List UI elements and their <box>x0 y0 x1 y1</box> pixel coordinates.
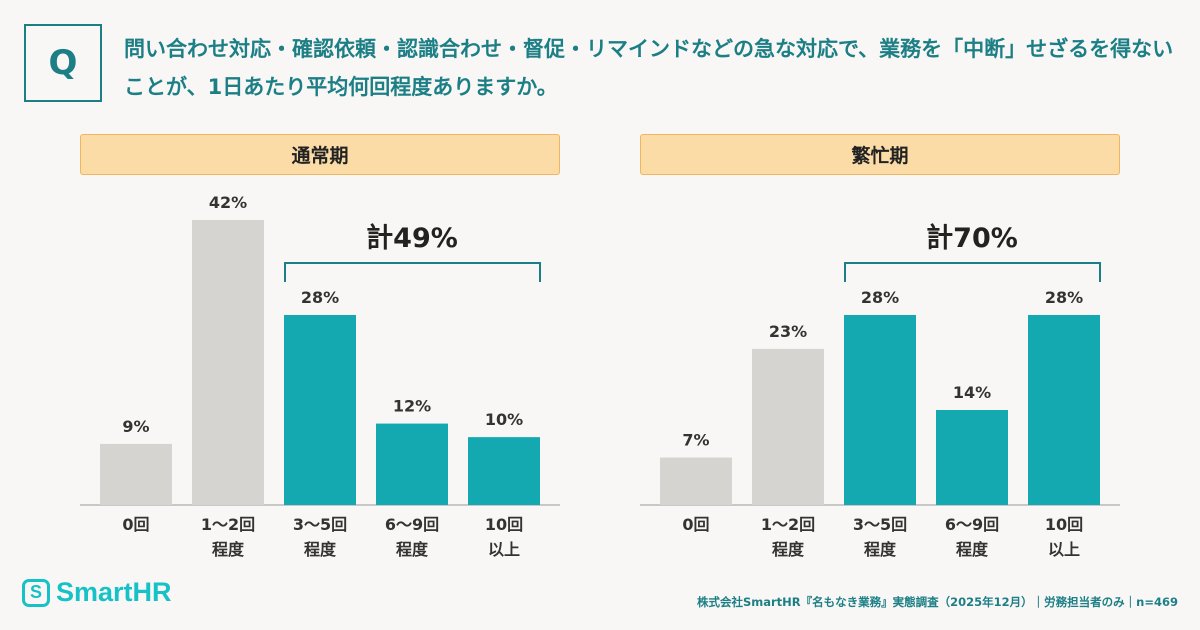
category-label: 程度 <box>304 540 337 559</box>
bar <box>100 443 172 505</box>
total-label-normal: 計49% <box>366 223 458 254</box>
category-label: 3〜5回 <box>853 515 907 534</box>
bar <box>1028 315 1100 505</box>
data-label: 28% <box>861 288 899 307</box>
question-text: 問い合わせ対応・確認依頼・認識合わせ・督促・リマインドなどの急な対応で、業務を「… <box>124 37 1174 99</box>
bar <box>752 348 824 505</box>
bar <box>376 423 448 505</box>
data-label: 7% <box>682 431 709 450</box>
category-label: 程度 <box>772 540 805 559</box>
category-label: 10回 <box>1045 515 1083 534</box>
category-label: 1〜2回 <box>761 515 815 534</box>
data-label: 28% <box>301 288 339 307</box>
total-bracket <box>844 262 1101 282</box>
category-label: 0回 <box>682 515 709 534</box>
category-label: 程度 <box>212 540 245 559</box>
category-label: 6〜9回 <box>385 515 439 534</box>
question-badge: Q <box>24 24 102 102</box>
bar <box>936 410 1008 505</box>
category-label: 程度 <box>396 540 429 559</box>
smarthr-logo: S SmartHR <box>22 577 172 608</box>
logo-s-icon: S <box>22 578 50 607</box>
category-label: 程度 <box>864 540 897 559</box>
category-label: 以上 <box>488 540 520 559</box>
bar <box>468 437 540 505</box>
bar <box>660 457 732 505</box>
data-label: 23% <box>769 322 807 341</box>
bar <box>192 220 264 505</box>
category-label: 3〜5回 <box>293 515 347 534</box>
bar <box>284 315 356 505</box>
panel-title-normal: 通常期 <box>80 134 560 175</box>
total-bracket <box>284 262 541 282</box>
bar <box>844 315 916 505</box>
category-label: 1〜2回 <box>201 515 255 534</box>
total-label-busy: 計70% <box>926 223 1018 254</box>
source-note: 株式会社SmartHR『名もなき業務』実態調査（2025年12月）｜労務担当者の… <box>696 595 1178 609</box>
data-label: 12% <box>393 397 431 416</box>
data-label: 9% <box>122 417 149 436</box>
data-label: 10% <box>485 410 523 429</box>
data-label: 42% <box>209 193 247 212</box>
panel-title-busy: 繁忙期 <box>640 134 1120 175</box>
category-label: 10回 <box>485 515 523 534</box>
data-label: 28% <box>1045 288 1083 307</box>
category-label: 程度 <box>956 540 989 559</box>
data-label: 14% <box>953 383 991 402</box>
category-label: 0回 <box>122 515 149 534</box>
category-label: 6〜9回 <box>945 515 999 534</box>
category-label: 以上 <box>1048 540 1080 559</box>
